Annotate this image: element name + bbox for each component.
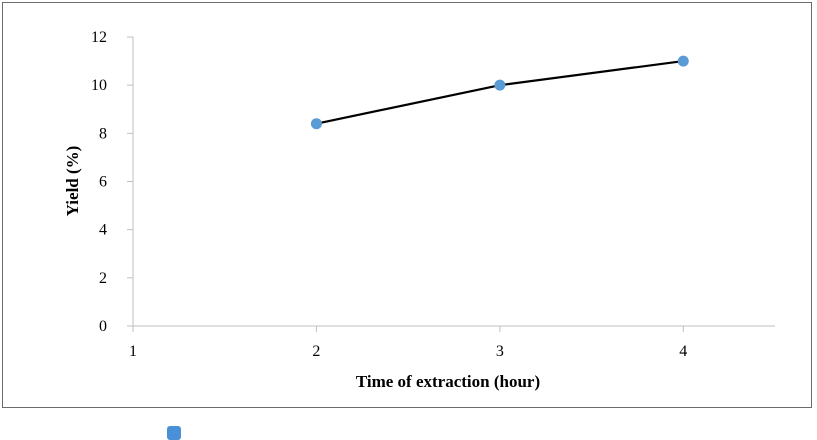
y-tick-label: 8: [99, 125, 107, 142]
y-tick-label: 4: [99, 222, 107, 239]
series-line: [316, 59, 684, 125]
x-tick-label: 4: [679, 343, 687, 360]
y-tick-label: 12: [91, 29, 107, 46]
y-tick-label: 2: [99, 270, 107, 287]
bottom-strip: [0, 410, 817, 438]
x-axis: 1 2 3 4: [129, 325, 775, 360]
chart-frame: [2, 2, 812, 408]
data-point: [494, 79, 506, 91]
y-tick-label: 0: [99, 318, 107, 335]
y-axis: 0 2 4 6 8 10 12: [91, 29, 134, 335]
y-tick-label: 10: [91, 77, 107, 94]
legend-marker: [167, 426, 181, 440]
y-tick-label: 6: [99, 174, 107, 191]
x-tick-label: 2: [312, 343, 320, 360]
x-tick-label: 1: [129, 343, 137, 360]
series-group: [310, 55, 689, 130]
data-point: [677, 55, 689, 67]
y-axis-title: Yield (%): [63, 146, 82, 217]
x-axis-title: Time of extraction (hour): [356, 372, 540, 391]
x-tick-label: 3: [496, 343, 504, 360]
data-point: [310, 118, 322, 130]
